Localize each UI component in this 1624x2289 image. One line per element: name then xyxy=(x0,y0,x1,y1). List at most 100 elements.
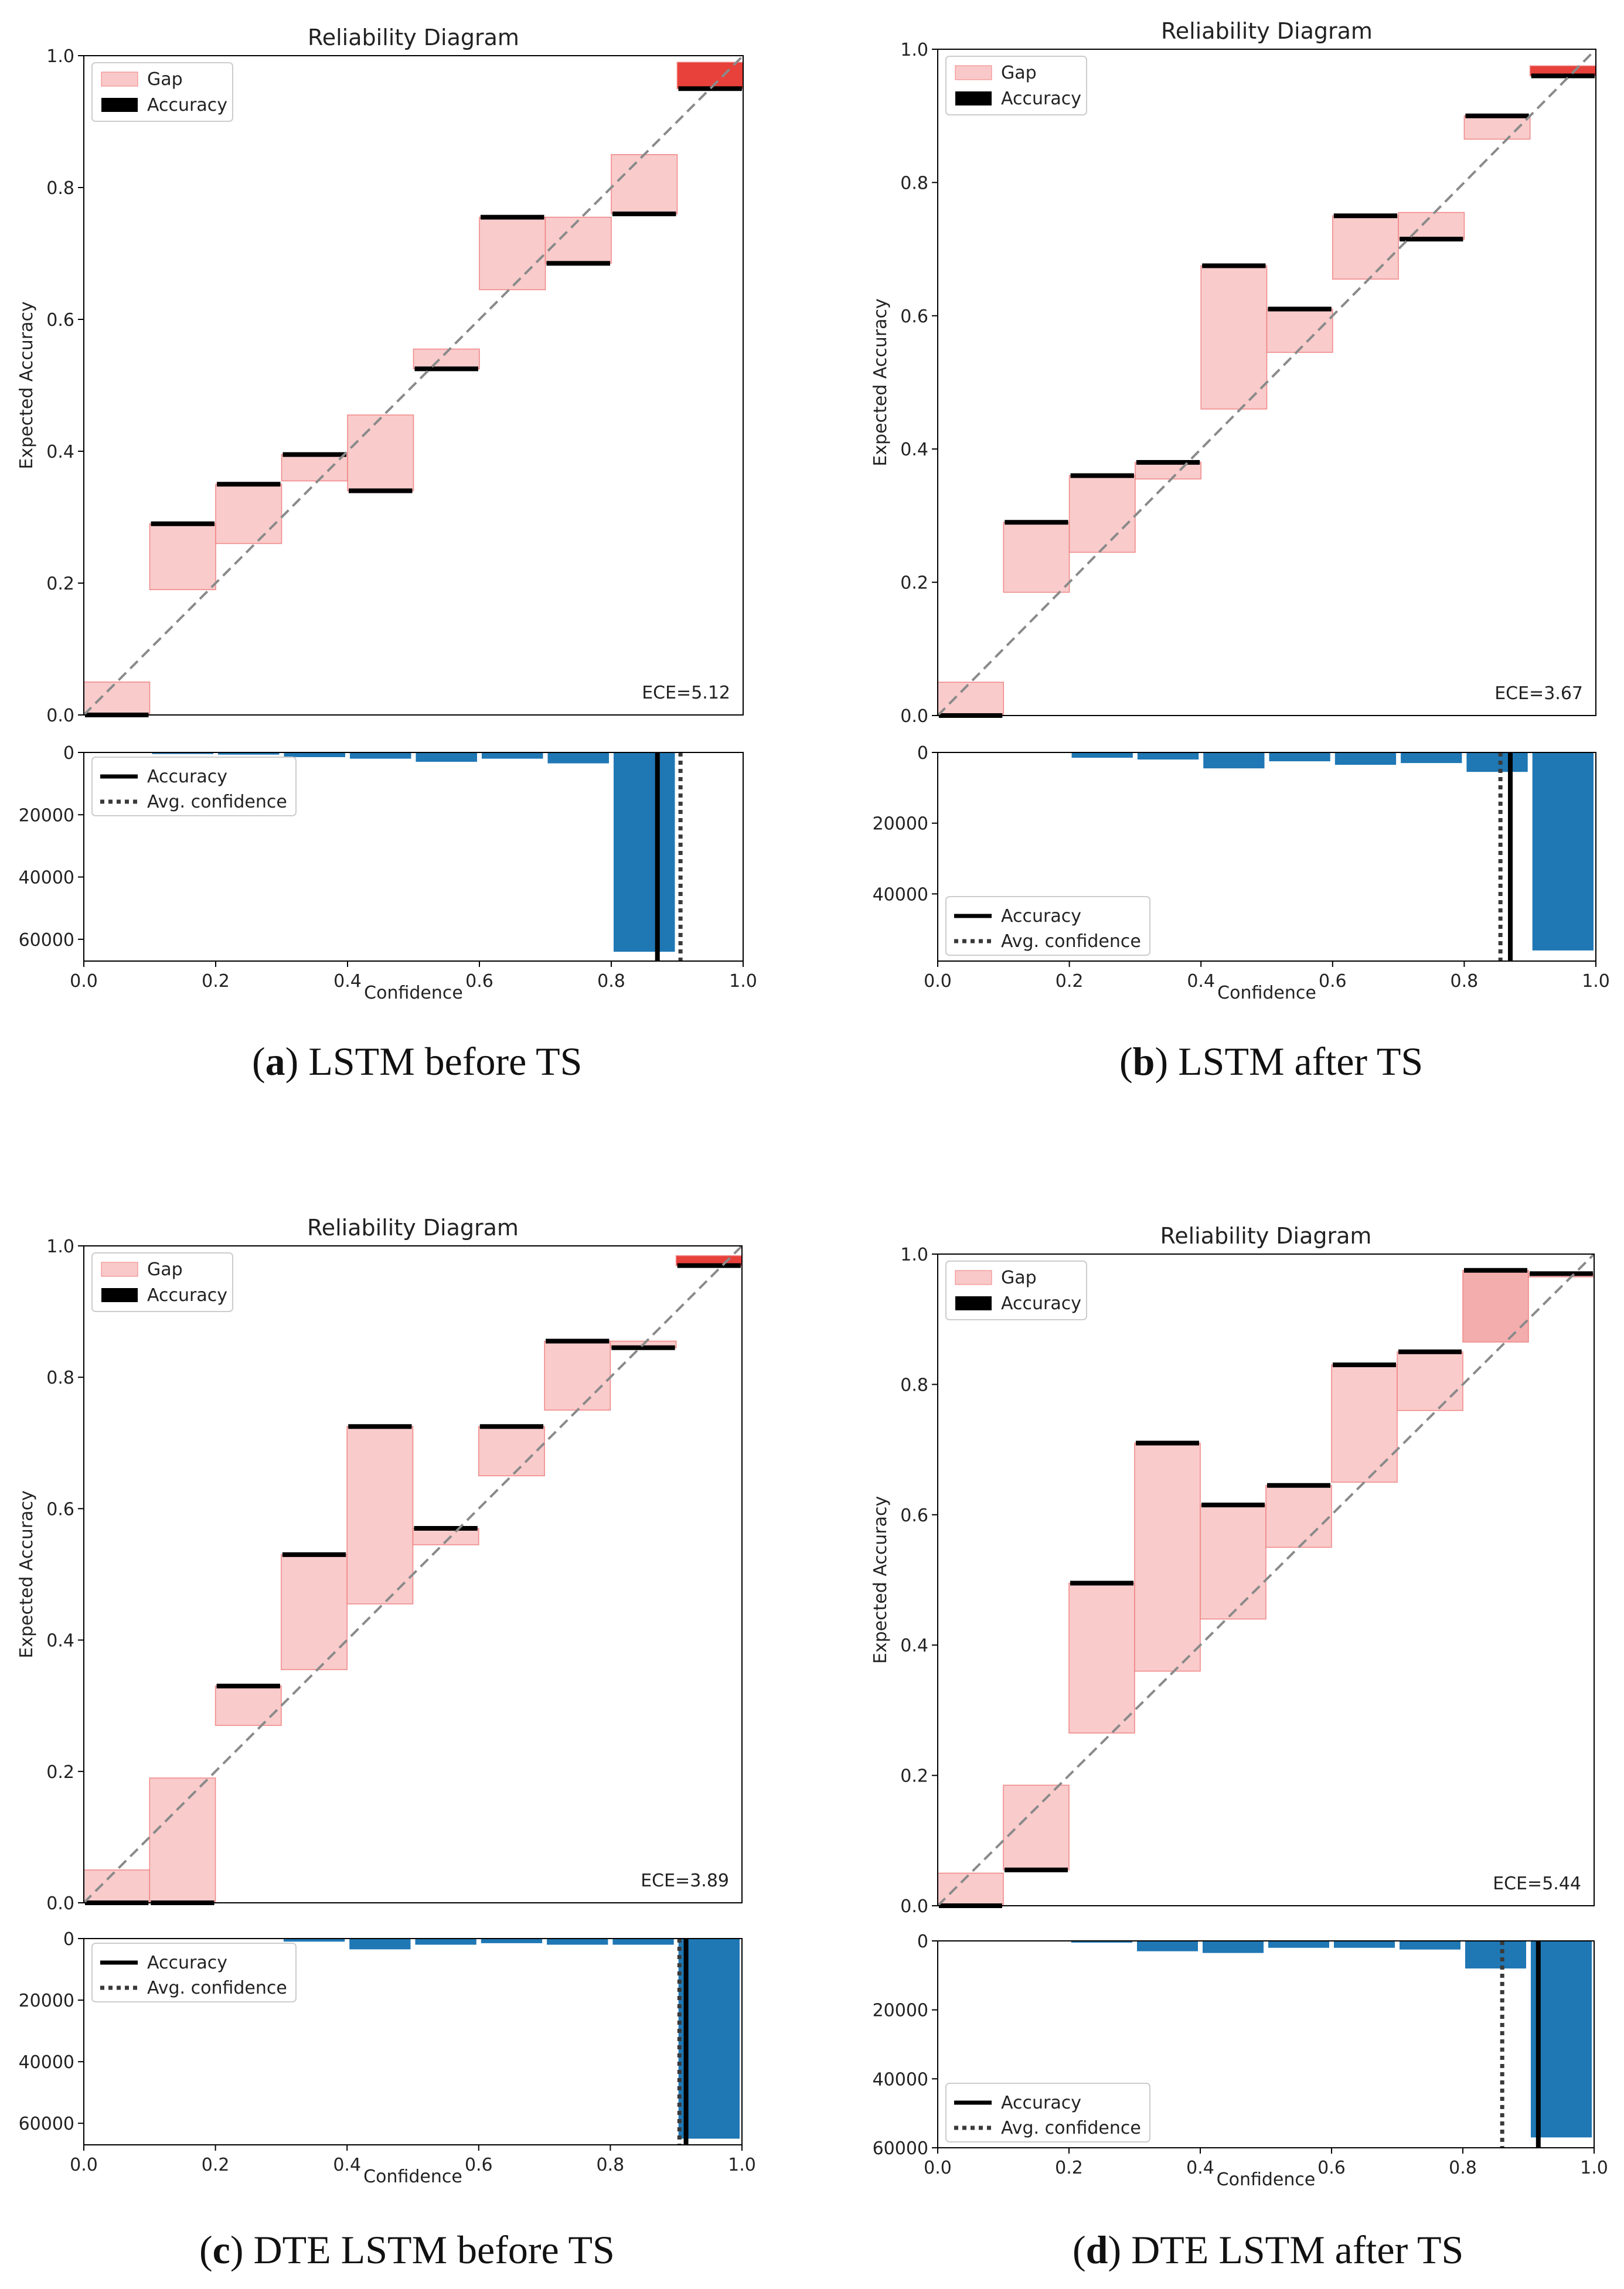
y-axis-label: Expected Accuracy xyxy=(870,1496,891,1664)
plot-frame-top xyxy=(937,49,1596,716)
x-tick-label: 0.4 xyxy=(1187,971,1215,992)
legend-label-avg-confidence: Avg. confidence xyxy=(1001,2118,1141,2138)
x-tick-label: 0.2 xyxy=(202,971,230,992)
legend-swatch-gap xyxy=(955,1270,992,1285)
y-tick-label: 1.0 xyxy=(900,1245,928,1265)
count-bar xyxy=(283,1939,345,1942)
count-bar xyxy=(1071,1941,1132,1943)
count-bar xyxy=(1400,1941,1460,1950)
count-bar xyxy=(614,752,675,952)
x-axis-label: Confidence xyxy=(1217,983,1316,1003)
legend-swatch-accuracy xyxy=(955,1296,992,1310)
gap-box xyxy=(1462,1270,1529,1343)
y-tick-label: 0.2 xyxy=(46,574,74,594)
gap-box xyxy=(1135,462,1201,480)
y-tick-label: 0.8 xyxy=(900,173,928,193)
count-bar xyxy=(1203,752,1265,769)
y-tick-label: 0.8 xyxy=(900,1375,928,1395)
plot-frame-hist xyxy=(83,1938,743,2145)
hist-y-tick-label: 0 xyxy=(917,1932,928,1952)
gap-box xyxy=(1200,1504,1266,1620)
legend-label-avg-confidence: Avg. confidence xyxy=(147,1978,287,1998)
hist-y-tick-label: 20000 xyxy=(873,2001,928,2021)
ece-value: ECE=3.89 xyxy=(641,1871,729,1891)
gap-box xyxy=(215,1685,282,1726)
y-tick-label: 0.2 xyxy=(900,1766,928,1787)
hist-y-tick-label: 40000 xyxy=(19,2052,74,2073)
y-tick-label: 0.0 xyxy=(46,1893,74,1914)
gap-box xyxy=(347,414,414,492)
x-tick-label: 1.0 xyxy=(1580,2158,1608,2178)
legend-label-accuracy: Accuracy xyxy=(147,767,227,787)
gap-box xyxy=(1397,1351,1463,1411)
count-bar xyxy=(547,1939,608,1945)
plot-frame-top xyxy=(83,55,744,716)
gap-box xyxy=(1134,1442,1201,1672)
count-bar xyxy=(284,752,345,757)
gap-box xyxy=(1003,522,1070,593)
y-tick-label: 0.0 xyxy=(46,706,74,726)
hist-y-tick-label: 40000 xyxy=(873,884,928,905)
chart-title: Reliability Diagram xyxy=(308,25,519,50)
legend-swatch-gap xyxy=(955,65,992,80)
ece-value: ECE=5.12 xyxy=(642,683,730,703)
gap-box xyxy=(149,523,216,590)
y-tick-label: 0.8 xyxy=(46,1368,74,1388)
gap-box xyxy=(215,483,282,544)
legend-box xyxy=(945,2083,1150,2142)
gap-box xyxy=(611,154,678,214)
legend-hist: Accuracy Avg. confidence xyxy=(91,757,297,816)
gap-box xyxy=(346,1426,414,1605)
panel-b: Reliability Diagram 0.0 0.2 0.4 0.6 0.8 1.0 Exp… xyxy=(870,18,1610,1003)
count-bar xyxy=(612,1939,674,1945)
perfect-calibration-line xyxy=(83,1245,743,1904)
x-tick-label: 0.0 xyxy=(924,2158,952,2178)
count-bar xyxy=(349,1939,411,1950)
y-tick-label: 0.6 xyxy=(900,306,928,327)
legend-swatch-accuracy xyxy=(101,1288,138,1302)
legend-label-accuracy: Accuracy xyxy=(1001,906,1081,926)
hist-y-tick-label: 40000 xyxy=(873,2069,928,2090)
gap-box xyxy=(478,1426,545,1477)
x-tick-label: 0.0 xyxy=(70,2155,98,2175)
count-bar xyxy=(1465,1941,1526,1969)
plot-frame-hist xyxy=(937,752,1596,962)
legend-label-accuracy: Accuracy xyxy=(1001,2093,1081,2113)
gap-box xyxy=(83,1869,151,1903)
y-tick-label: 0.0 xyxy=(900,706,928,727)
gap-box xyxy=(1332,215,1399,280)
legend-swatch-accuracy xyxy=(955,91,992,105)
count-bar xyxy=(152,752,213,754)
legend-swatch-gap xyxy=(101,71,138,87)
y-tick-label: 1.0 xyxy=(46,1237,74,1257)
gap-box xyxy=(937,682,1005,716)
gap-box xyxy=(1331,1364,1398,1483)
legend-label-accuracy: Accuracy xyxy=(147,95,227,115)
x-tick-label: 0.8 xyxy=(1451,971,1479,992)
caption-b: (b) LSTM after TS xyxy=(1119,1039,1424,1084)
y-tick-label: 0.2 xyxy=(46,1762,74,1783)
chart-title: Reliability Diagram xyxy=(1161,18,1373,44)
y-tick-label: 1.0 xyxy=(900,40,928,60)
x-axis-label: Confidence xyxy=(363,2167,462,2187)
y-tick-label: 0.0 xyxy=(900,1896,928,1917)
count-bar xyxy=(1203,1941,1264,1953)
gap-box xyxy=(1266,308,1333,353)
count-bar xyxy=(1401,752,1462,764)
count-bar xyxy=(1334,752,1397,765)
legend-box xyxy=(91,1943,297,2002)
count-bar xyxy=(1334,1941,1395,1948)
legend-label-avg-confidence: Avg. confidence xyxy=(147,792,287,812)
y-tick-label: 0.6 xyxy=(46,1499,74,1520)
gap-box xyxy=(1068,1582,1135,1734)
perfect-calibration-line xyxy=(83,54,744,716)
hist-y-tick-label: 0 xyxy=(917,743,928,764)
legend-top: Gap Accuracy xyxy=(945,56,1087,115)
count-bar xyxy=(350,752,411,759)
count-bar xyxy=(1268,1941,1329,1948)
y-axis-label: Expected Accuracy xyxy=(870,298,891,466)
gap-box xyxy=(1265,1485,1332,1548)
y-tick-label: 0.8 xyxy=(46,178,74,199)
x-tick-label: 0.2 xyxy=(1056,971,1084,992)
